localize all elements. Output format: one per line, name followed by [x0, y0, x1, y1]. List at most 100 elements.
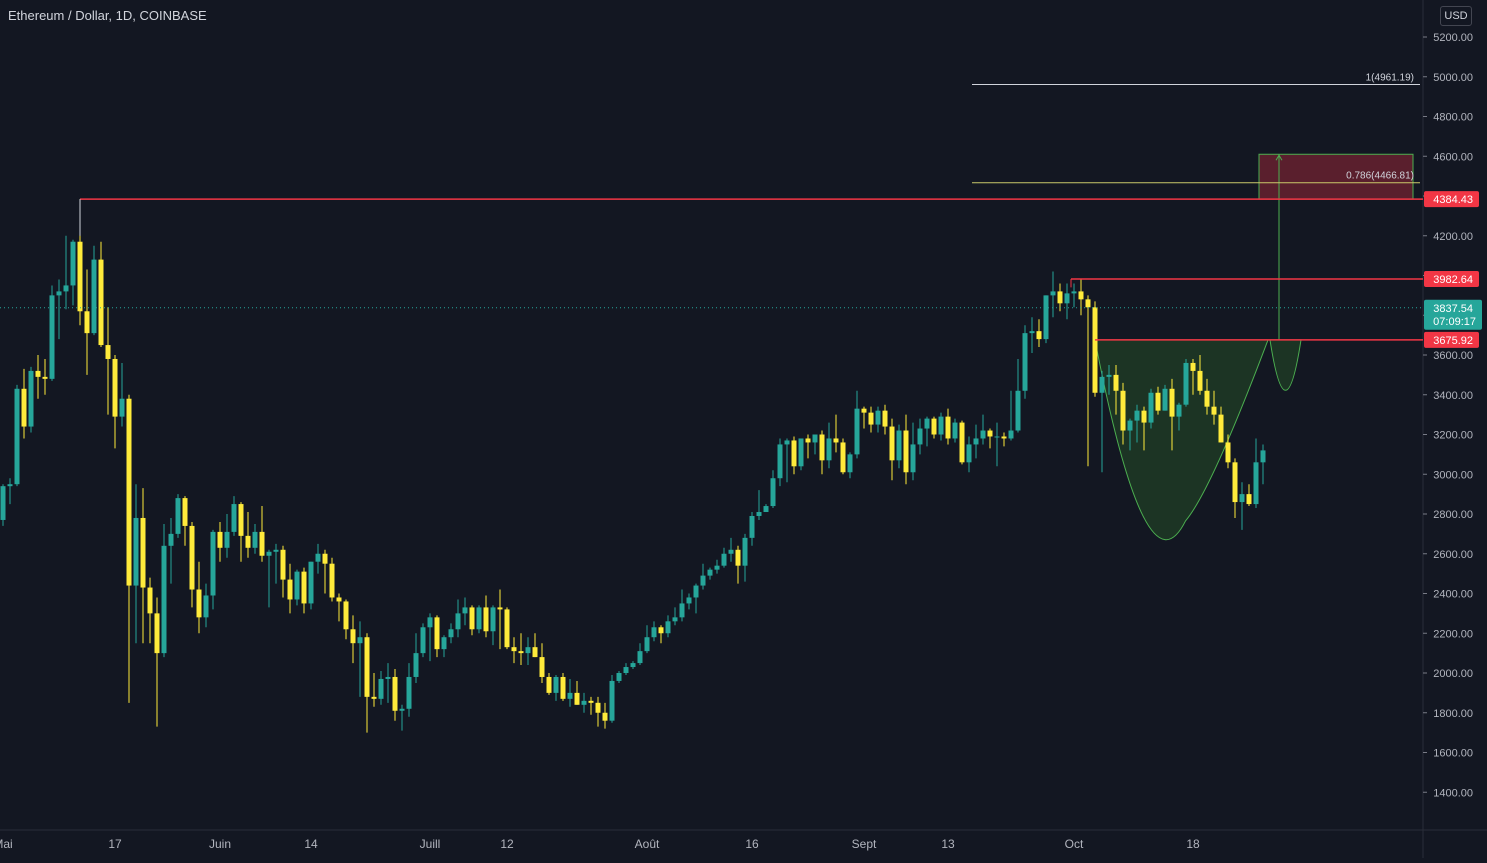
candle-body[interactable]	[756, 512, 762, 516]
candle-body[interactable]	[1078, 291, 1084, 300]
candle-body[interactable]	[1218, 414, 1224, 443]
candle-body[interactable]	[917, 428, 923, 445]
candle-body[interactable]	[791, 440, 797, 467]
last-price-tag[interactable]	[1424, 299, 1482, 330]
candle-body[interactable]	[553, 676, 559, 693]
candle-body[interactable]	[119, 398, 125, 417]
candle-body[interactable]	[434, 617, 440, 650]
candle-body[interactable]	[770, 478, 776, 507]
candle-body[interactable]	[497, 607, 503, 610]
candle-body[interactable]	[490, 607, 496, 632]
candle-body[interactable]	[84, 311, 90, 334]
candle-body[interactable]	[1043, 295, 1049, 340]
candle-body[interactable]	[546, 676, 552, 693]
candle-body[interactable]	[483, 607, 489, 632]
candle-body[interactable]	[406, 676, 412, 709]
candle-body[interactable]	[581, 700, 587, 705]
candle-body[interactable]	[938, 416, 944, 435]
candle-body[interactable]	[980, 430, 986, 439]
candle-body[interactable]	[280, 549, 286, 580]
candle-body[interactable]	[1197, 370, 1203, 391]
candle-body[interactable]	[1141, 410, 1147, 423]
candle-body[interactable]	[315, 553, 321, 562]
candle-body[interactable]	[266, 551, 272, 556]
candle-body[interactable]	[959, 422, 965, 463]
candle-body[interactable]	[903, 430, 909, 473]
candle-body[interactable]	[196, 589, 202, 618]
candle-body[interactable]	[259, 531, 265, 556]
candle-body[interactable]	[0, 486, 6, 520]
candle-body[interactable]	[350, 629, 356, 644]
candle-body[interactable]	[427, 617, 433, 628]
candle-body[interactable]	[1232, 462, 1238, 503]
candle-body[interactable]	[805, 438, 811, 443]
candle-body[interactable]	[238, 504, 244, 536]
candle-body[interactable]	[567, 692, 573, 699]
candle-body[interactable]	[1127, 420, 1133, 431]
candle-body[interactable]	[875, 410, 881, 425]
candle-body[interactable]	[812, 434, 818, 443]
candle-body[interactable]	[203, 595, 209, 618]
candle-body[interactable]	[371, 696, 377, 699]
candle-body[interactable]	[1246, 494, 1252, 505]
candle-body[interactable]	[28, 370, 34, 427]
candle-body[interactable]	[987, 430, 993, 437]
candle-body[interactable]	[1092, 307, 1098, 393]
candle-body[interactable]	[1204, 390, 1210, 407]
candle-body[interactable]	[574, 692, 580, 705]
candle-body[interactable]	[231, 504, 237, 532]
candle-body[interactable]	[294, 571, 300, 600]
candle-body[interactable]	[420, 627, 426, 654]
candle-body[interactable]	[560, 676, 566, 699]
candle-body[interactable]	[56, 291, 62, 296]
candle-body[interactable]	[1085, 299, 1091, 308]
candle-body[interactable]	[826, 438, 832, 461]
candle-body[interactable]	[161, 545, 167, 654]
candle-body[interactable]	[693, 585, 699, 598]
candle-body[interactable]	[385, 676, 391, 679]
candle-body[interactable]	[189, 525, 195, 590]
candle-body[interactable]	[595, 702, 601, 713]
candle-body[interactable]	[1036, 331, 1042, 340]
candle-body[interactable]	[1022, 333, 1028, 391]
candle-body[interactable]	[217, 531, 223, 548]
candle-body[interactable]	[700, 575, 706, 586]
candle-body[interactable]	[364, 637, 370, 697]
candle-body[interactable]	[658, 627, 664, 634]
candle-body[interactable]	[1008, 430, 1014, 439]
candle-body[interactable]	[868, 412, 874, 425]
candle-body[interactable]	[112, 358, 118, 417]
candle-body[interactable]	[854, 408, 860, 455]
candle-body[interactable]	[686, 597, 692, 604]
candle-body[interactable]	[35, 370, 41, 377]
candle-body[interactable]	[273, 549, 279, 552]
candle-body[interactable]	[749, 515, 755, 538]
candle-body[interactable]	[602, 712, 608, 721]
candle-body[interactable]	[665, 621, 671, 634]
candle-body[interactable]	[889, 426, 895, 461]
target-box[interactable]	[1258, 153, 1414, 200]
candle-body[interactable]	[616, 673, 622, 681]
candle-body[interactable]	[707, 569, 713, 576]
candle-body[interactable]	[378, 678, 384, 699]
candle-body[interactable]	[21, 388, 27, 427]
candle-body[interactable]	[42, 376, 48, 379]
candle-body[interactable]	[1015, 390, 1021, 431]
candle-body[interactable]	[539, 657, 545, 677]
candle-body[interactable]	[392, 676, 398, 711]
candle-body[interactable]	[721, 553, 727, 566]
currency-badge[interactable]: USD	[1440, 6, 1472, 26]
candle-body[interactable]	[147, 587, 153, 614]
candle-body[interactable]	[287, 579, 293, 600]
candle-body[interactable]	[245, 535, 251, 548]
candle-body[interactable]	[637, 651, 643, 664]
candle-body[interactable]	[518, 651, 524, 654]
candle-body[interactable]	[301, 571, 307, 604]
candle-body[interactable]	[1134, 410, 1140, 421]
candle-body[interactable]	[1211, 406, 1217, 415]
candle-body[interactable]	[910, 444, 916, 473]
candle-body[interactable]	[728, 549, 734, 554]
candle-body[interactable]	[91, 259, 97, 334]
candle-body[interactable]	[532, 647, 538, 658]
candle-body[interactable]	[455, 613, 461, 630]
